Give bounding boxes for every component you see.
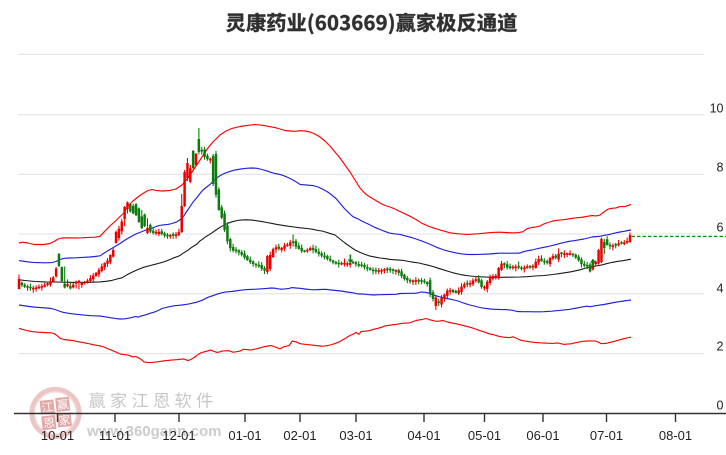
svg-text:03-01: 03-01: [339, 428, 372, 443]
svg-text:www.360gann.com: www.360gann.com: [86, 423, 221, 440]
svg-text:06-01: 06-01: [526, 428, 559, 443]
svg-text:08-01: 08-01: [659, 428, 692, 443]
svg-text:10-01: 10-01: [41, 428, 74, 443]
svg-text:05-01: 05-01: [468, 428, 501, 443]
svg-text:01-01: 01-01: [228, 428, 261, 443]
svg-text:8: 8: [717, 161, 724, 175]
svg-text:07-01: 07-01: [590, 428, 623, 443]
svg-text:10: 10: [710, 102, 724, 116]
svg-text:2: 2: [717, 340, 724, 354]
svg-text:04-01: 04-01: [407, 428, 440, 443]
svg-text:0: 0: [717, 399, 724, 413]
svg-text:11-01: 11-01: [99, 428, 131, 443]
svg-text:02-01: 02-01: [283, 428, 316, 443]
svg-text:12-01: 12-01: [162, 428, 195, 443]
svg-text:6: 6: [717, 221, 724, 235]
svg-text:4: 4: [717, 282, 724, 296]
